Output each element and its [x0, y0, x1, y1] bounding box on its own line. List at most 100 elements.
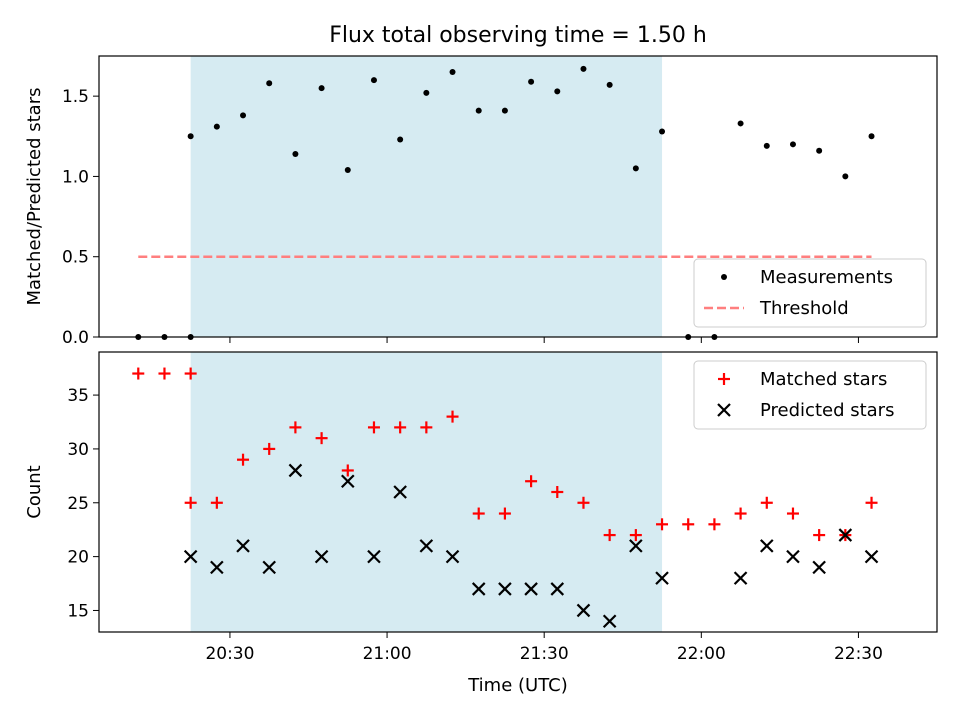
y-tick-label: 15 [67, 601, 89, 621]
data-point [213, 123, 220, 130]
data-point-b [314, 549, 329, 564]
data-point [262, 560, 276, 575]
data-point-b [262, 560, 276, 575]
chart-title: Flux total observing time = 1.50 h [329, 23, 707, 48]
observing-window-shade [190, 352, 663, 632]
data-point [603, 529, 616, 542]
observing-window-shade [190, 56, 663, 337]
data-point-b [864, 549, 879, 564]
data-point [528, 78, 535, 85]
data-point [501, 107, 508, 114]
data-point [865, 496, 878, 509]
data-point [367, 549, 381, 564]
data-point [498, 507, 511, 520]
y-tick-label: 25 [67, 494, 89, 514]
data-point [656, 518, 669, 531]
data-point [184, 367, 197, 380]
series-predicted-stars [183, 463, 879, 629]
data-point-b [393, 485, 407, 499]
data-point [629, 529, 642, 542]
data-point [606, 81, 613, 88]
data-point [763, 142, 770, 149]
bottom-panel-counts: 15 20 25 30 35 20:30 21:00 21:30 22:00 22:30 Count… [24, 351, 938, 664]
data-point [789, 141, 796, 148]
y-tick-label: 35 [67, 386, 89, 406]
legend-marker [717, 403, 731, 417]
data-point [315, 432, 328, 445]
data-point [210, 560, 224, 575]
data-point [708, 518, 721, 531]
data-point [498, 582, 512, 596]
data-point [266, 80, 273, 87]
data-point-b [576, 603, 591, 618]
y-tick-label: 30 [67, 440, 89, 460]
x-tick-label: 20:30 [205, 644, 254, 664]
data-point-b [210, 560, 224, 575]
data-point-b [655, 571, 669, 585]
data-point [576, 603, 591, 618]
data-point [445, 549, 460, 564]
data-point [367, 421, 380, 434]
data-point [292, 150, 299, 157]
data-point [868, 133, 875, 140]
data-point [554, 88, 561, 95]
data-point [551, 486, 564, 498]
data-point-b [367, 549, 381, 564]
data-point [577, 496, 590, 509]
x-axis-label: Time (UTC) [467, 675, 568, 696]
data-point-b [786, 549, 800, 564]
x-tick-label: 21:30 [520, 644, 569, 664]
legend-label: Threshold [759, 298, 849, 319]
data-point [289, 421, 302, 434]
data-point [314, 549, 329, 564]
data-point [393, 485, 407, 499]
axes-frame [98, 55, 938, 338]
data-point-b [812, 560, 826, 575]
data-point [550, 582, 565, 596]
data-point [394, 421, 407, 434]
data-point [341, 474, 355, 489]
legend-marker [718, 373, 730, 385]
data-point [632, 165, 639, 172]
data-point-b [838, 528, 853, 542]
data-point [158, 367, 171, 380]
legend-label: Measurements [760, 267, 893, 288]
data-point [341, 464, 354, 477]
data-point-b [602, 614, 617, 629]
data-point-b [550, 582, 565, 596]
legend-label: Matched stars [760, 369, 887, 390]
data-point [423, 89, 430, 96]
data-point-b [236, 539, 250, 553]
data-point [419, 539, 434, 553]
data-point [602, 614, 617, 629]
data-point-b [183, 549, 198, 564]
data-point [472, 507, 485, 520]
data-point [682, 518, 695, 531]
top-panel-measurements: 0.0 0.5 1.0 1.5 Matched/Predicted stars Measu… [24, 55, 938, 348]
data-point [786, 549, 800, 564]
data-point [240, 112, 247, 119]
y-tick-label: 1.0 [62, 167, 89, 187]
data-point [813, 529, 826, 542]
data-point [733, 571, 748, 585]
legend-box [693, 360, 927, 430]
legend: Measurements Threshold [693, 258, 927, 328]
data-point [842, 173, 849, 180]
data-point [659, 128, 666, 135]
data-point [629, 539, 643, 553]
data-point [183, 549, 198, 564]
data-point [288, 463, 303, 478]
data-point-b [629, 539, 643, 553]
data-point [816, 147, 823, 154]
series-matched-stars [132, 367, 878, 542]
data-point [524, 582, 538, 596]
data-point [655, 571, 669, 585]
legend: Matched stars Predicted stars [693, 360, 927, 430]
legend-box [693, 258, 927, 328]
data-point [210, 496, 223, 509]
x-tick-label: 21:00 [363, 644, 412, 664]
data-point [838, 528, 853, 542]
y-tick-label: 0.5 [62, 248, 89, 268]
data-point [525, 475, 538, 488]
